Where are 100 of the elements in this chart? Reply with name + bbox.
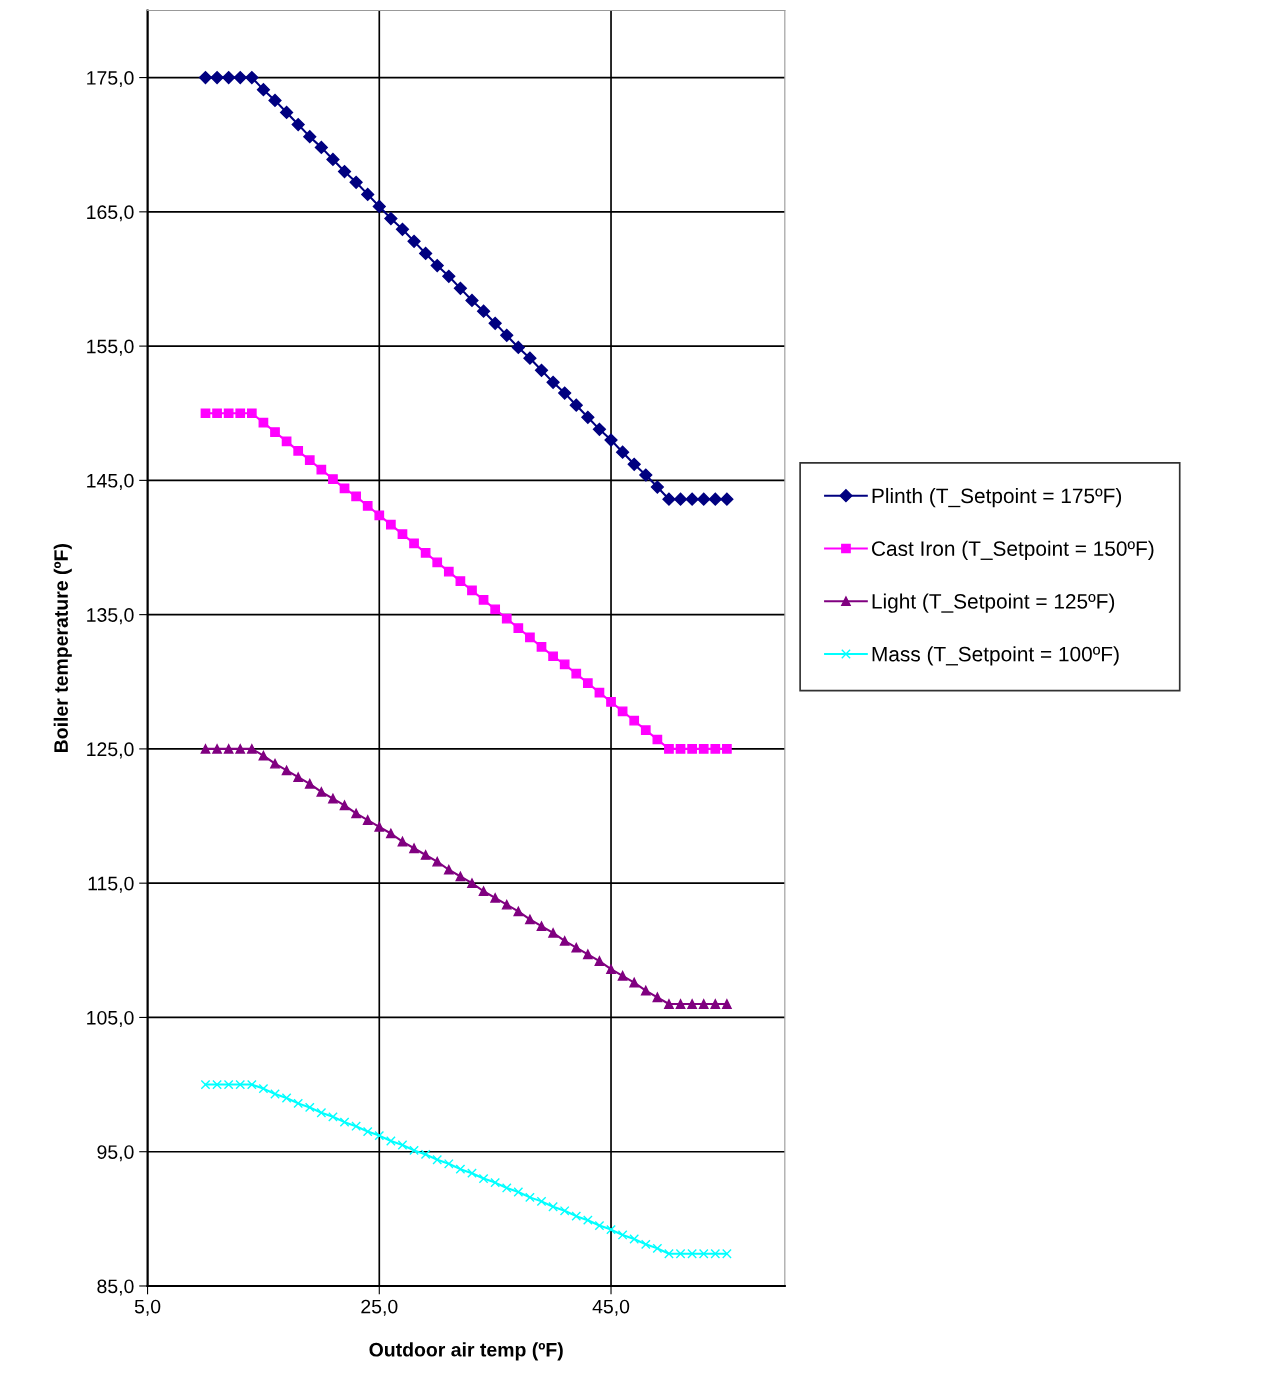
point bbox=[233, 70, 247, 85]
point bbox=[443, 566, 454, 577]
point bbox=[536, 642, 547, 652]
point bbox=[212, 744, 222, 754]
point bbox=[548, 927, 558, 938]
point bbox=[627, 457, 641, 471]
point bbox=[293, 1098, 304, 1109]
point bbox=[316, 787, 327, 797]
point bbox=[349, 175, 363, 189]
point bbox=[559, 936, 570, 946]
point bbox=[258, 1083, 269, 1094]
point bbox=[420, 850, 431, 860]
point bbox=[571, 942, 582, 953]
point bbox=[467, 585, 477, 596]
y-tick-label: 145,0 bbox=[87, 473, 134, 490]
point bbox=[559, 659, 570, 670]
point bbox=[617, 706, 628, 717]
legend-label: Cast Iron (T_Setpoint = 150ºF) bbox=[872, 540, 1154, 561]
point bbox=[235, 744, 246, 754]
point bbox=[256, 83, 271, 97]
point bbox=[212, 408, 222, 419]
point bbox=[361, 187, 375, 201]
point bbox=[303, 130, 317, 144]
point bbox=[328, 1111, 338, 1122]
point bbox=[235, 408, 246, 419]
point bbox=[536, 1196, 547, 1207]
point bbox=[386, 519, 396, 530]
point bbox=[304, 778, 315, 789]
point bbox=[419, 246, 433, 261]
point bbox=[328, 793, 338, 804]
point bbox=[455, 871, 466, 882]
point bbox=[664, 744, 674, 754]
point bbox=[339, 800, 350, 811]
point bbox=[652, 1243, 663, 1254]
point bbox=[490, 1177, 501, 1188]
point bbox=[362, 501, 373, 511]
point bbox=[478, 1173, 489, 1184]
point bbox=[571, 1211, 582, 1222]
x-axis-title: Outdoor air temp (ºF) bbox=[369, 1342, 563, 1361]
point bbox=[258, 750, 269, 761]
point bbox=[280, 105, 294, 120]
point bbox=[293, 772, 304, 782]
point bbox=[639, 468, 653, 482]
point bbox=[606, 1224, 616, 1235]
point bbox=[362, 815, 373, 825]
point bbox=[525, 1192, 535, 1203]
point bbox=[281, 1093, 292, 1103]
point bbox=[548, 651, 558, 662]
point bbox=[397, 1140, 408, 1150]
point bbox=[662, 492, 676, 506]
point bbox=[268, 93, 282, 107]
point bbox=[246, 408, 257, 419]
point bbox=[409, 538, 419, 549]
point bbox=[629, 1234, 640, 1244]
point bbox=[362, 1126, 373, 1137]
point bbox=[650, 480, 664, 494]
y-tick-label: 95,0 bbox=[97, 1145, 134, 1162]
point bbox=[501, 613, 512, 624]
point bbox=[559, 1205, 570, 1216]
point bbox=[722, 744, 732, 754]
point bbox=[710, 999, 721, 1009]
point bbox=[513, 906, 524, 917]
point bbox=[640, 1239, 651, 1250]
point bbox=[673, 492, 688, 506]
point bbox=[698, 999, 709, 1009]
point bbox=[270, 758, 280, 769]
legend-label: Plinth (T_Setpoint = 175ºF) bbox=[872, 487, 1122, 508]
point bbox=[455, 1164, 466, 1175]
point bbox=[222, 70, 236, 85]
y-tick-label: 135,0 bbox=[87, 608, 134, 625]
point bbox=[432, 856, 443, 867]
point bbox=[710, 744, 721, 754]
legend-label: Light (T_Setpoint = 125ºF) bbox=[872, 593, 1115, 613]
y-axis-title: Boiler temperature (ºF) bbox=[53, 544, 72, 753]
y-tick-label: 175,0 bbox=[87, 71, 134, 88]
point bbox=[397, 836, 408, 847]
point bbox=[467, 878, 477, 889]
point bbox=[582, 949, 593, 960]
point bbox=[270, 1089, 280, 1099]
point bbox=[374, 1130, 385, 1141]
point bbox=[397, 529, 408, 539]
point bbox=[200, 408, 211, 419]
point bbox=[314, 140, 328, 154]
point bbox=[467, 1168, 477, 1179]
point bbox=[558, 386, 572, 400]
point bbox=[617, 1230, 628, 1240]
point bbox=[430, 258, 444, 273]
point bbox=[629, 977, 640, 988]
point bbox=[337, 164, 352, 179]
point bbox=[339, 1117, 350, 1128]
point bbox=[291, 117, 305, 132]
point bbox=[594, 956, 605, 966]
point bbox=[478, 886, 489, 897]
point bbox=[200, 744, 211, 754]
point bbox=[490, 893, 501, 903]
point bbox=[617, 970, 628, 981]
point bbox=[316, 464, 327, 475]
point bbox=[616, 445, 630, 459]
point bbox=[374, 510, 385, 521]
point bbox=[386, 828, 396, 839]
